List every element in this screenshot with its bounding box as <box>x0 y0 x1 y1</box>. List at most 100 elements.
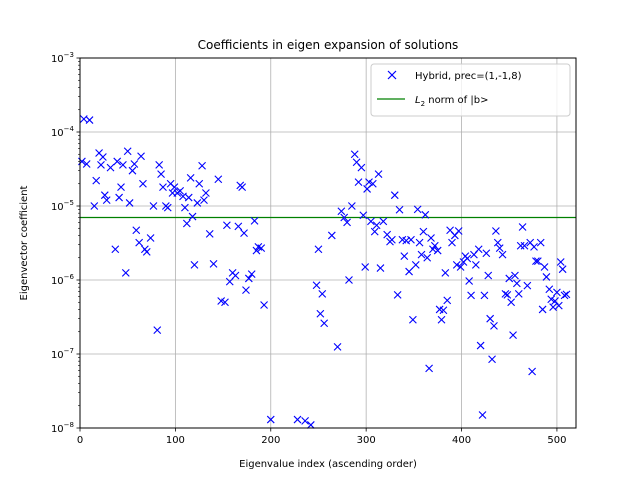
y-axis-label: Eigenvector coefficient <box>19 185 30 300</box>
data-point <box>454 227 463 235</box>
data-point <box>419 227 428 236</box>
data-point <box>223 221 231 230</box>
data-point <box>556 258 565 266</box>
data-point <box>343 218 351 227</box>
data-point <box>553 288 561 297</box>
data-point <box>448 238 456 247</box>
data-point <box>498 250 507 259</box>
data-point <box>195 179 204 188</box>
data-point <box>357 163 366 172</box>
data-point <box>484 271 493 280</box>
data-point <box>221 298 229 307</box>
legend-l2-letter: L <box>415 95 421 106</box>
data-point <box>115 193 123 202</box>
data-point <box>231 271 240 280</box>
data-point <box>257 244 266 252</box>
data-point <box>480 291 489 300</box>
y-tick-label: 10−5 <box>51 199 74 213</box>
data-point <box>306 421 315 429</box>
data-point <box>316 309 325 318</box>
data-point <box>90 202 99 210</box>
x-tick-label: 400 <box>452 435 471 446</box>
data-point <box>200 196 208 205</box>
data-point <box>354 178 363 187</box>
data-point <box>244 274 253 283</box>
data-point <box>182 219 191 228</box>
data-point <box>100 191 109 200</box>
data-point <box>368 179 377 188</box>
data-point <box>155 160 164 169</box>
data-point <box>417 250 426 259</box>
data-point <box>102 196 111 205</box>
grid <box>79 57 576 429</box>
data-point <box>411 261 420 269</box>
data-point <box>562 290 571 299</box>
data-point <box>367 217 375 226</box>
data-point <box>85 116 94 124</box>
data-point <box>225 277 234 286</box>
data-point <box>554 301 563 310</box>
data-point <box>456 263 465 271</box>
data-point <box>495 244 504 252</box>
data-point <box>238 183 247 191</box>
y-axis-ticks: 10−3 10−4 10−5 10−6 10−7 10−8 <box>51 51 80 435</box>
data-point <box>542 273 551 281</box>
data-point <box>486 314 495 323</box>
data-point <box>465 277 474 285</box>
x-tick-label: 100 <box>166 435 185 446</box>
data-point <box>184 193 193 202</box>
data-point <box>128 166 137 175</box>
data-point <box>415 238 424 247</box>
data-point <box>425 364 433 373</box>
data-point <box>511 271 519 280</box>
data-point <box>423 253 432 262</box>
data-point <box>518 223 527 231</box>
y-tick-label: 10−3 <box>51 51 74 65</box>
data-point <box>193 199 202 207</box>
data-point <box>545 285 554 294</box>
legend-l2-subscript: 2 <box>421 100 425 108</box>
data-point <box>125 199 134 207</box>
data-point <box>439 306 448 315</box>
data-point <box>433 246 442 255</box>
data-point <box>163 203 172 212</box>
data-point <box>250 216 259 225</box>
data-point <box>532 257 540 265</box>
data-point <box>181 203 189 212</box>
data-point <box>190 261 199 269</box>
data-point <box>482 249 491 258</box>
data-point <box>209 260 218 268</box>
data-point <box>452 261 461 269</box>
legend-box <box>370 63 571 117</box>
data-point <box>501 289 510 298</box>
data-point <box>266 415 275 424</box>
data-point <box>97 160 105 169</box>
x-tick-label: 500 <box>547 435 566 446</box>
data-point <box>106 163 115 172</box>
data-point <box>547 295 556 304</box>
data-point <box>92 176 101 185</box>
data-point <box>176 187 185 195</box>
data-point <box>395 205 404 214</box>
data-point <box>538 305 547 314</box>
data-point <box>142 247 151 256</box>
x-tick-label: 300 <box>357 435 376 446</box>
data-point <box>240 229 248 238</box>
data-point <box>488 355 496 364</box>
data-point <box>478 411 487 419</box>
data-point <box>388 235 396 244</box>
data-point <box>407 235 415 244</box>
data-point <box>507 298 516 307</box>
data-point <box>400 252 409 261</box>
data-point <box>512 279 521 288</box>
x-axis-ticks: 0 100 200 300 400 500 <box>77 428 566 446</box>
y-tick-label: 10−4 <box>51 125 75 139</box>
data-point <box>514 289 523 298</box>
data-point <box>390 191 399 200</box>
data-point <box>523 281 532 290</box>
data-point <box>153 326 162 335</box>
data-point <box>113 157 122 166</box>
data-point <box>520 241 529 250</box>
